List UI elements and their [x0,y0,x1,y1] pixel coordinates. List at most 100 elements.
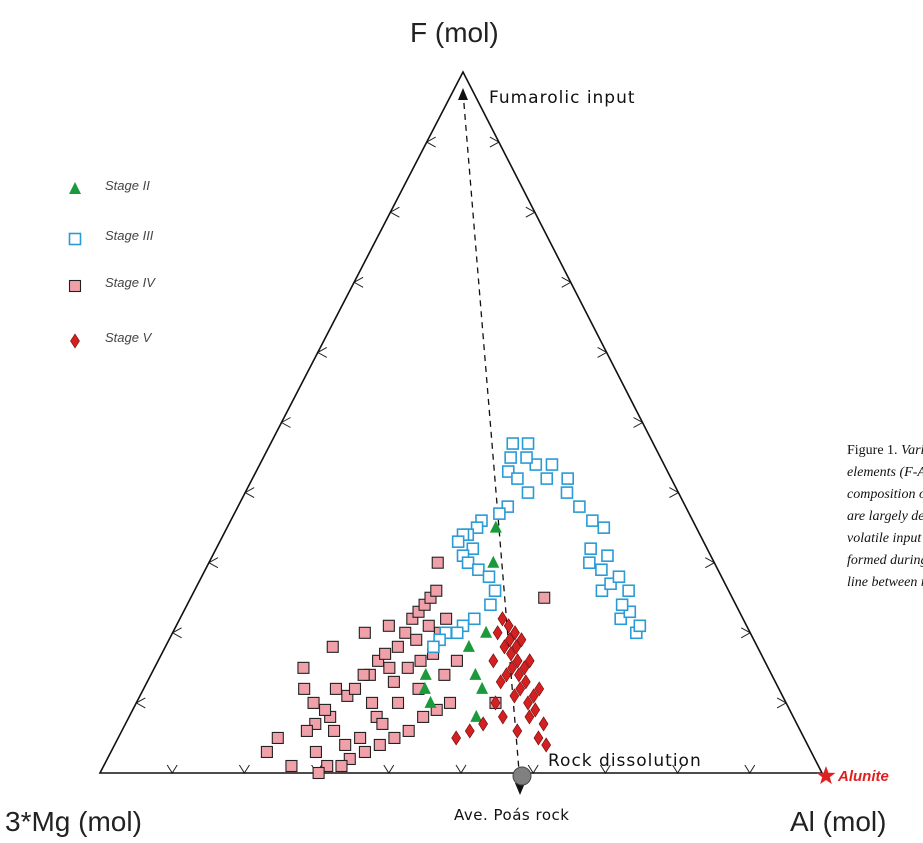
caption-line: are largely derived [847,506,923,528]
data-point [538,591,551,604]
tick-mark [383,764,395,774]
data-point [387,675,400,688]
data-point [402,724,415,737]
axis-ticks [135,136,788,774]
data-point [524,653,535,669]
data-point [538,716,549,732]
data-point [545,458,559,471]
rock-dissolution-label: Rock dissolution [548,751,702,771]
data-point [529,458,543,471]
data-point [470,521,484,534]
data-point [354,731,367,745]
data-point [490,695,501,711]
data-point [451,535,465,548]
data-point [419,667,432,680]
data-point [584,542,597,555]
data-point [329,682,342,695]
data-point [358,626,371,639]
data-point [489,520,502,533]
data-point [358,745,372,759]
data-point [493,507,506,520]
data-point [472,563,485,577]
data-point [512,723,523,739]
data-point [521,486,535,499]
vertex-label-top: F (mol) [410,17,499,48]
alunite-label: Alunite [837,768,889,785]
data-points [260,437,647,780]
data-point [341,689,354,702]
data-point [348,682,362,695]
data-point [511,472,524,485]
data-point [484,598,497,612]
caption-lead: Figure 1. [847,443,902,458]
data-point [430,584,443,597]
fumarolic-input-label: Fumarolic input [489,88,636,108]
data-point [388,731,401,745]
data-point [430,703,443,716]
data-point [461,556,475,570]
data-point [520,451,533,464]
data-point [595,584,609,598]
data-point [335,759,348,773]
legend-marker [68,232,82,246]
data-point [469,667,482,680]
data-point [612,570,626,584]
caption-line: elements (F-Al-Mg) [847,462,923,484]
caption-text: volatile input (anion [847,531,923,546]
caption-line: line between rock and [847,572,923,594]
data-point [427,640,440,654]
data-point [285,759,298,773]
caption-text: Variation in [901,443,923,458]
data-point [260,745,273,759]
data-point [516,632,527,648]
data-point [622,584,635,598]
data-point [365,696,379,709]
data-point [573,500,586,513]
data-point [328,724,341,737]
fumarolic-arrowhead [458,88,468,100]
alunite-star-icon [816,766,836,785]
data-point [298,682,311,695]
data-point [379,647,392,660]
data-point [321,759,334,773]
data-point [583,556,596,570]
data-point [376,717,389,730]
data-point [417,710,430,723]
data-point [470,709,483,722]
data-point [372,654,385,667]
data-point [528,688,539,704]
data-point [501,465,515,478]
caption-text: formed during water [847,553,923,568]
vertex-label-right: Al (mol) [790,806,886,837]
data-point [450,654,463,667]
data-point [440,612,453,625]
data-point [373,738,386,752]
data-point [464,723,475,739]
data-point [601,549,614,562]
caption-line: formed during water [847,550,923,572]
data-point [507,660,517,676]
data-point [438,668,451,681]
caption-text: line between rock and [847,575,923,590]
data-point [339,738,352,752]
data-point [515,681,526,697]
data-point [482,570,496,584]
data-point [300,724,313,737]
data-point [410,633,423,646]
legend: Stage II Stage III Stage IV Stage V [68,178,156,349]
data-point [488,653,499,669]
data-point [509,688,520,704]
data-point [504,451,517,464]
data-point [586,514,599,527]
data-point [391,696,405,709]
data-point [501,667,512,683]
data-point [503,618,514,634]
rock-dissolution-arrowhead [515,783,525,795]
data-point [530,702,541,718]
avg-rock-label: Ave. Poás rock [454,806,569,824]
legend-label: Stage IV [105,275,156,290]
data-point [524,709,535,725]
data-point [540,472,554,485]
data-point [297,661,310,674]
